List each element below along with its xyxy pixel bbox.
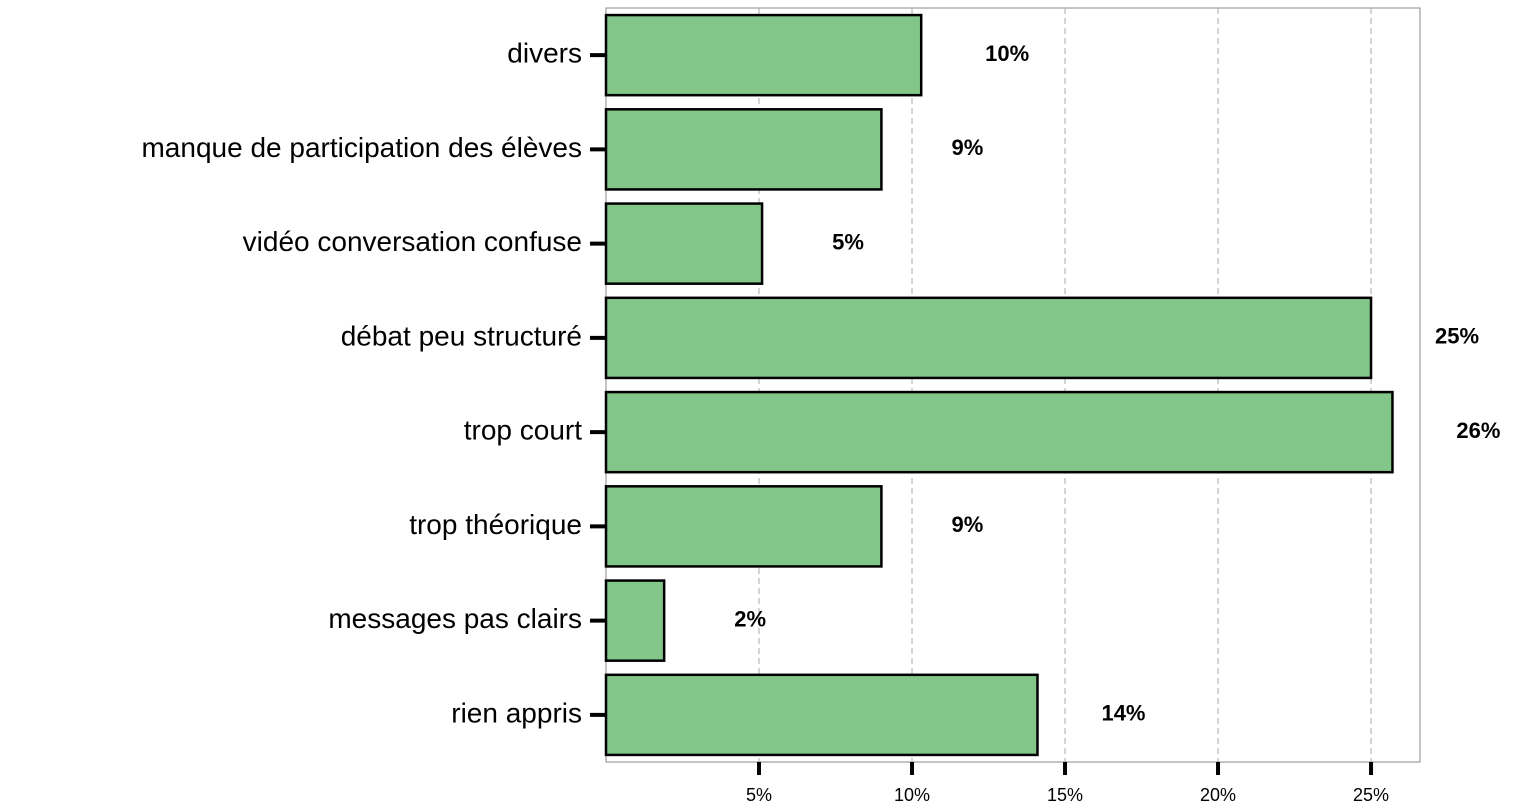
bar — [604, 296, 1373, 380]
data-label: 14% — [1101, 701, 1145, 726]
y-tick-label: débat peu structuré — [341, 320, 582, 351]
plot-frame — [605, 7, 1421, 763]
bar — [604, 579, 666, 662]
data-label: 9% — [952, 135, 984, 160]
x-tick-label: 20% — [1200, 785, 1236, 805]
data-label: 25% — [1435, 324, 1479, 349]
y-tick-label: trop court — [464, 415, 582, 446]
data-label: 5% — [832, 229, 864, 254]
y-tick-label: trop théorique — [409, 509, 582, 540]
y-tick-label: divers — [507, 38, 582, 69]
bar — [604, 390, 1394, 474]
data-label: 2% — [734, 606, 766, 631]
data-label: 9% — [952, 512, 984, 537]
x-tick-label: 5% — [746, 785, 772, 805]
y-tick-label: vidéo conversation confuse — [243, 226, 582, 257]
bar — [604, 108, 883, 191]
data-label: 10% — [985, 41, 1029, 66]
bar — [604, 485, 883, 568]
y-tick-label: messages pas clairs — [328, 603, 582, 634]
y-tick-label: rien appris — [451, 697, 582, 728]
data-label: 26% — [1456, 418, 1500, 443]
bar — [604, 202, 764, 285]
x-tick-label: 15% — [1047, 785, 1083, 805]
bar — [604, 673, 1039, 757]
y-tick-label: manque de participation des élèves — [141, 132, 582, 163]
x-tick-label: 25% — [1353, 785, 1389, 805]
x-tick-label: 10% — [894, 785, 930, 805]
bar — [604, 13, 923, 97]
